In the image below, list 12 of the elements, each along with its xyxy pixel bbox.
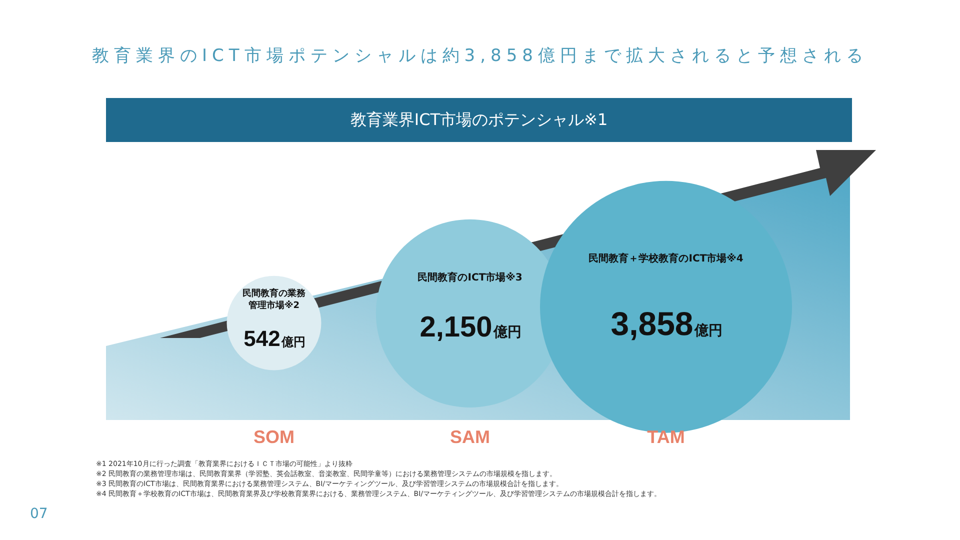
text: 07 [30, 506, 48, 522]
category-label: SAM [450, 426, 490, 447]
text: 民間教育＋学校教育のICT市場※4 [588, 254, 744, 265]
text: 民間教育の業務管理市場※2 [242, 288, 306, 311]
text: 教育業界ICT市場のポテンシャル※1 [106, 98, 852, 142]
category-label: SOM [253, 426, 295, 447]
category-label: TAM [647, 426, 685, 447]
data-label: 542億円 [244, 326, 306, 352]
text: 民間教育のICT市場※3 [418, 272, 522, 284]
data-label: 2,150億円 [420, 312, 522, 344]
data-label: 3,858億円 [610, 304, 722, 342]
text: 教育業界のICT市場ポテンシャルは約3,858億円まで拡大されると予想される [91, 45, 869, 67]
